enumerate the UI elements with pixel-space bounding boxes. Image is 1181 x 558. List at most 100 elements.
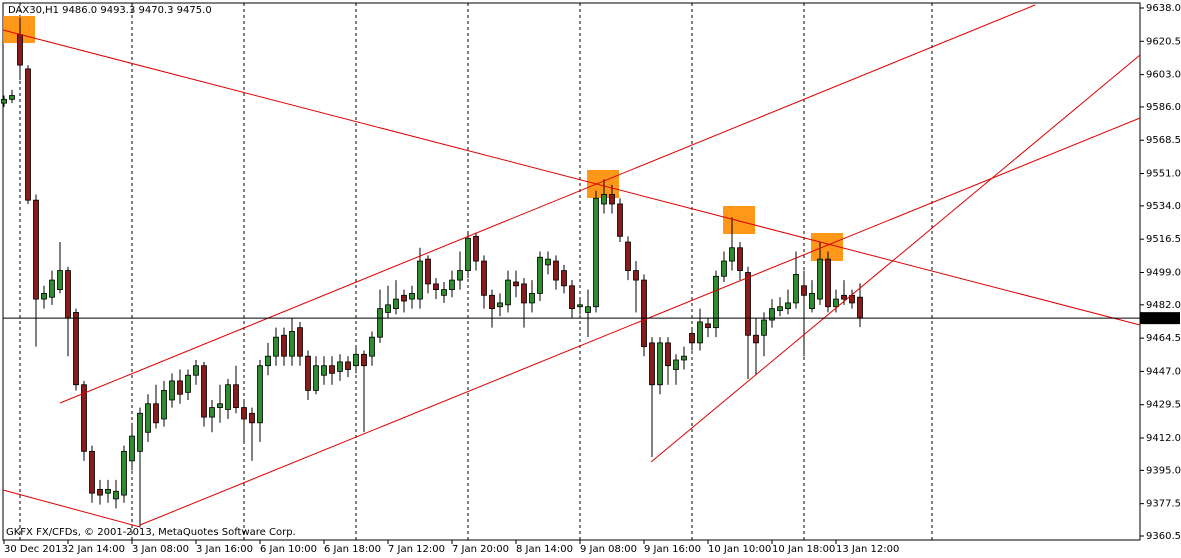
candle-body bbox=[153, 403, 159, 424]
candle-body bbox=[425, 258, 431, 285]
candle-body bbox=[281, 334, 287, 357]
candle-body bbox=[689, 332, 695, 344]
candle-body bbox=[209, 407, 215, 418]
x-tick-label: 3 Jan 16:00 bbox=[196, 544, 253, 555]
candle-body bbox=[713, 275, 719, 329]
candle-body bbox=[545, 258, 551, 266]
candle-body bbox=[441, 289, 447, 296]
y-tick-label: 9360.5 bbox=[1146, 531, 1181, 542]
candle-body bbox=[49, 279, 55, 298]
y-tick-label: 9516.5 bbox=[1146, 234, 1181, 245]
candle-body bbox=[721, 260, 727, 277]
candle-body bbox=[393, 298, 399, 310]
candle-body bbox=[521, 283, 527, 304]
candle-body bbox=[305, 355, 311, 391]
copyright: GKFX FX/CFDs, © 2001-2013, MetaQuotes So… bbox=[6, 527, 296, 538]
candle-body bbox=[137, 412, 143, 452]
candle-body bbox=[553, 260, 559, 281]
candle-body bbox=[401, 294, 407, 302]
candle-body bbox=[673, 359, 679, 370]
candle-body bbox=[649, 342, 655, 386]
candle-body bbox=[825, 258, 831, 308]
candle-body bbox=[633, 270, 639, 281]
y-tick-label: 9534.0 bbox=[1146, 201, 1181, 212]
candle-body bbox=[217, 403, 223, 408]
y-tick-label: 9447.0 bbox=[1146, 366, 1181, 377]
x-tick-label: 6 Jan 10:00 bbox=[260, 544, 317, 555]
candle-body bbox=[329, 365, 335, 374]
candle-body bbox=[665, 342, 671, 367]
candle-body bbox=[841, 294, 847, 300]
candle-body bbox=[833, 298, 839, 308]
candle-body bbox=[201, 365, 207, 418]
candle-body bbox=[745, 272, 751, 336]
candle-body bbox=[505, 279, 511, 306]
candle-body bbox=[577, 304, 583, 308]
candle-body bbox=[177, 380, 183, 395]
candle-body bbox=[785, 302, 791, 310]
candle-body bbox=[353, 353, 359, 367]
candle-body bbox=[585, 306, 591, 313]
x-tick-label: 7 Jan 20:00 bbox=[452, 544, 509, 555]
x-tick-label: 9 Jan 08:00 bbox=[580, 544, 637, 555]
candle-body bbox=[497, 302, 503, 308]
candle-body bbox=[489, 294, 495, 310]
candle-body bbox=[753, 334, 759, 344]
y-tick-label: 9377.5 bbox=[1146, 499, 1181, 510]
candle-body bbox=[25, 68, 31, 201]
candle-body bbox=[537, 256, 543, 294]
candle-body bbox=[369, 336, 375, 357]
candle-body bbox=[41, 293, 47, 300]
y-tick-label: 9429.5 bbox=[1146, 400, 1181, 411]
x-tick-label: 8 Jan 14:00 bbox=[516, 544, 573, 555]
candle-body bbox=[465, 237, 471, 271]
last-price-label: 9475.0 bbox=[1144, 313, 1179, 324]
candle-body bbox=[513, 281, 519, 287]
candle-body bbox=[481, 260, 487, 296]
candle-body bbox=[769, 308, 775, 321]
candle-body bbox=[65, 270, 71, 319]
candle-body bbox=[705, 323, 711, 329]
x-tick-label: 30 Dec 2013 bbox=[4, 544, 68, 555]
candle-body bbox=[97, 488, 103, 496]
candle-body bbox=[593, 197, 599, 308]
candle-body bbox=[809, 293, 815, 310]
y-tick-label: 9603.0 bbox=[1146, 70, 1181, 81]
y-tick-label: 9586.0 bbox=[1146, 102, 1181, 113]
candle-body bbox=[817, 258, 823, 300]
candle-body bbox=[297, 327, 303, 357]
candle-body bbox=[345, 361, 351, 370]
candle-body bbox=[625, 241, 631, 271]
candle-body bbox=[193, 365, 199, 376]
candle-body bbox=[233, 384, 239, 408]
candle-body bbox=[657, 342, 663, 386]
y-tick-label: 9568.5 bbox=[1146, 135, 1181, 146]
candle-body bbox=[457, 270, 463, 281]
candle-body bbox=[33, 199, 39, 300]
candle-body bbox=[1, 98, 7, 104]
candle-body bbox=[241, 407, 247, 420]
y-tick-label: 9499.0 bbox=[1146, 267, 1181, 278]
candle-body bbox=[569, 285, 575, 310]
candle-body bbox=[793, 273, 799, 304]
highlight-boxes bbox=[3, 16, 843, 261]
candle-body bbox=[9, 95, 15, 100]
candle-body bbox=[777, 306, 783, 311]
candle-body bbox=[129, 435, 135, 462]
candle-body bbox=[433, 283, 439, 291]
x-tick-label: 9 Jan 16:00 bbox=[644, 544, 701, 555]
x-tick-label: 7 Jan 12:00 bbox=[388, 544, 445, 555]
candle-body bbox=[681, 355, 687, 361]
trendlines bbox=[2, 4, 1141, 528]
candle-body bbox=[169, 380, 175, 401]
candle-body bbox=[113, 490, 119, 500]
x-tick-label: 10 Jan 18:00 bbox=[772, 544, 835, 555]
candle-body bbox=[249, 412, 255, 424]
candle-body bbox=[801, 285, 807, 296]
candle-body bbox=[473, 235, 479, 262]
candle-body bbox=[225, 384, 231, 410]
last-price-box bbox=[1140, 312, 1180, 325]
candle-body bbox=[409, 293, 415, 300]
candle-body bbox=[737, 247, 743, 271]
